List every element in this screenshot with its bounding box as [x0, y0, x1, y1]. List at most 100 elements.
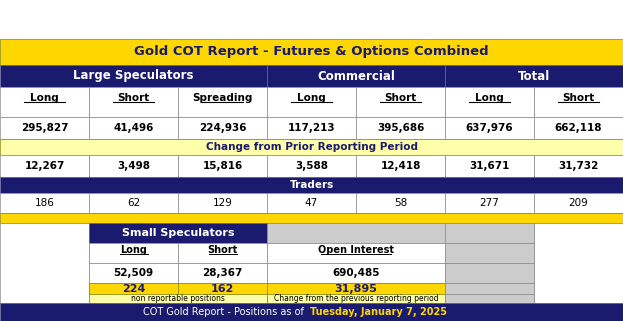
Bar [267, 117, 356, 139]
Text: 224,936: 224,936 [199, 123, 246, 133]
Text: COT Gold Report - Positions as of: COT Gold Report - Positions as of [143, 307, 310, 317]
Text: Short: Short [207, 245, 237, 255]
Bar [89, 155, 178, 177]
Text: Traders: Traders [289, 180, 334, 190]
Bar [0, 223, 89, 303]
Bar [267, 294, 445, 303]
Text: 28,367: 28,367 [202, 268, 243, 278]
Bar [445, 87, 534, 117]
Text: 117,213: 117,213 [288, 123, 335, 133]
Text: Short: Short [563, 93, 594, 103]
Bar [178, 283, 267, 294]
Text: 662,118: 662,118 [554, 123, 602, 133]
Text: non reportable positions: non reportable positions [131, 294, 225, 303]
Bar [356, 117, 445, 139]
Bar [534, 155, 623, 177]
Text: Long: Long [120, 245, 147, 255]
Bar [89, 87, 178, 117]
Text: 690,485: 690,485 [332, 268, 380, 278]
Bar [445, 294, 534, 303]
Bar [0, 117, 89, 139]
Text: 62: 62 [127, 198, 140, 208]
Text: 129: 129 [212, 198, 232, 208]
Text: 295,827: 295,827 [21, 123, 69, 133]
Bar [0, 177, 623, 193]
Text: Short: Short [384, 93, 417, 103]
Bar [178, 263, 267, 283]
Bar [0, 213, 623, 223]
Bar [534, 117, 623, 139]
Bar [267, 65, 445, 87]
Bar [89, 263, 178, 283]
Bar [445, 65, 623, 87]
Text: 31,671: 31,671 [469, 161, 510, 171]
Bar [0, 87, 89, 117]
Bar [89, 223, 267, 243]
Bar [445, 117, 534, 139]
Text: 12,267: 12,267 [24, 161, 65, 171]
Text: Small Speculators: Small Speculators [121, 228, 234, 238]
Bar [89, 283, 178, 294]
Bar [534, 193, 623, 213]
Bar [0, 39, 623, 65]
Bar [178, 193, 267, 213]
Bar [0, 155, 89, 177]
Bar [445, 263, 534, 283]
Bar [445, 223, 534, 303]
Text: 209: 209 [569, 198, 588, 208]
Text: Tuesday, January 7, 2025: Tuesday, January 7, 2025 [310, 307, 447, 317]
Text: 15,816: 15,816 [202, 161, 242, 171]
Text: 47: 47 [305, 198, 318, 208]
Bar [89, 243, 178, 263]
Text: 277: 277 [480, 198, 500, 208]
Bar [89, 117, 178, 139]
Bar [89, 193, 178, 213]
Bar [534, 223, 623, 303]
Text: Short: Short [117, 93, 150, 103]
Bar [356, 87, 445, 117]
Bar [267, 193, 356, 213]
Bar [356, 193, 445, 213]
Text: 12,418: 12,418 [380, 161, 421, 171]
Text: Spreading: Spreading [193, 93, 253, 103]
Text: Total: Total [518, 70, 550, 82]
Bar [178, 117, 267, 139]
Bar [0, 193, 89, 213]
Text: Change from the previous reporting period: Change from the previous reporting perio… [273, 294, 439, 303]
Bar [267, 263, 445, 283]
Bar [534, 87, 623, 117]
Text: Long: Long [475, 93, 504, 103]
Text: 395,686: 395,686 [377, 123, 424, 133]
Text: Commercial: Commercial [317, 70, 395, 82]
Text: 31,732: 31,732 [558, 161, 599, 171]
Bar [0, 303, 623, 321]
Text: 162: 162 [211, 283, 234, 293]
Bar [178, 87, 267, 117]
Text: Long: Long [297, 93, 326, 103]
Text: 186: 186 [34, 198, 54, 208]
Bar [445, 283, 534, 294]
Bar [0, 139, 623, 155]
Bar [178, 243, 267, 263]
Text: Gold COT Report - Futures & Options Combined: Gold COT Report - Futures & Options Comb… [134, 46, 489, 58]
Text: Long: Long [30, 93, 59, 103]
Bar [445, 223, 534, 243]
Text: 31,895: 31,895 [335, 283, 378, 293]
Bar [178, 155, 267, 177]
Bar [445, 155, 534, 177]
Text: 637,976: 637,976 [465, 123, 513, 133]
Bar [356, 155, 445, 177]
Bar [267, 223, 445, 243]
Bar [267, 87, 356, 117]
Text: Change from Prior Reporting Period: Change from Prior Reporting Period [206, 142, 417, 152]
Text: Large Speculators: Large Speculators [74, 70, 194, 82]
Bar [267, 283, 445, 294]
Text: Open Interest: Open Interest [318, 245, 394, 255]
Text: 3,498: 3,498 [117, 161, 150, 171]
Bar [267, 223, 445, 303]
Bar [267, 243, 445, 263]
Text: 224: 224 [122, 283, 145, 293]
Text: 52,509: 52,509 [113, 268, 153, 278]
Text: 41,496: 41,496 [113, 123, 154, 133]
Bar [0, 65, 267, 87]
